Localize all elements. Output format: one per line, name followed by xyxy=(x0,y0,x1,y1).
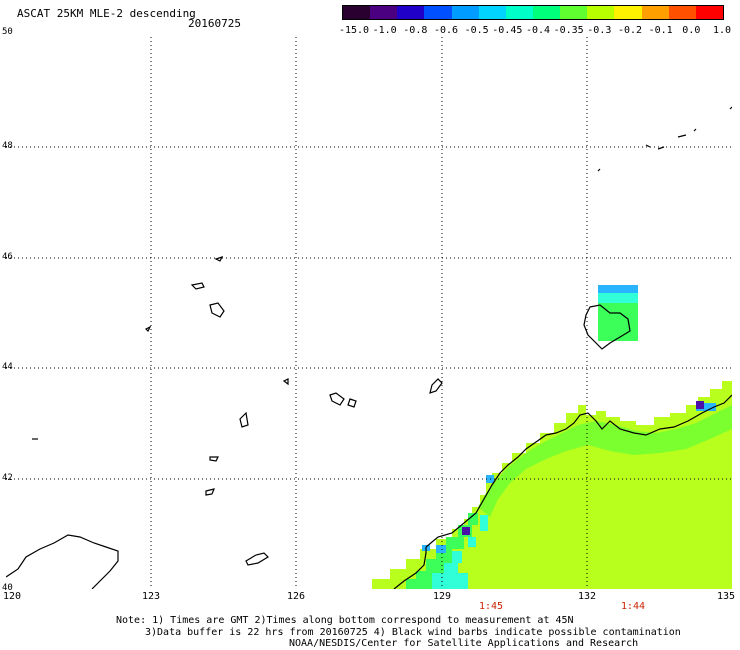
x-axis-label: 120 xyxy=(2,591,22,602)
time-label: 1:44 xyxy=(620,601,646,612)
y-axis-label: 50 xyxy=(2,27,13,37)
swath-cell-purple xyxy=(696,401,704,409)
swath-block-top xyxy=(598,285,638,293)
colorbar-swatch xyxy=(668,6,696,19)
swath-cell-purple xyxy=(462,527,470,535)
swath-cell-green xyxy=(406,579,446,589)
swath-cell-cyan xyxy=(432,573,444,589)
swath-band xyxy=(478,405,732,517)
colorbar-label: -0.35 xyxy=(553,25,584,36)
y-axis-label: 48 xyxy=(2,141,13,151)
swath-cell-blue xyxy=(436,545,446,553)
colorbar-label: -0.1 xyxy=(648,25,673,36)
y-axis-label: 44 xyxy=(2,362,13,372)
swath-cell-green xyxy=(436,549,452,559)
colorbar-swatch xyxy=(505,6,533,19)
swath-cell-green xyxy=(446,537,464,549)
y-axis-label: 40 xyxy=(2,583,13,593)
colorbar-swatch xyxy=(641,6,669,19)
island-16 xyxy=(693,128,697,132)
colorbar-label: -0.3 xyxy=(587,25,612,36)
hokkaido-coast xyxy=(583,304,631,350)
note-line-3: NOAA/NESDIS/Center for Satellite Applica… xyxy=(289,638,639,649)
colorbar-swatch xyxy=(614,6,642,19)
colorbar-label: -0.4 xyxy=(525,25,551,36)
colorbar-swatch xyxy=(424,6,452,19)
colorbar-swatch xyxy=(560,6,588,19)
colorbar-label: 1.0 xyxy=(712,25,732,36)
island-12 xyxy=(282,378,289,386)
x-axis-label: 135 xyxy=(716,591,736,602)
swath-cell-cyan xyxy=(444,563,458,589)
colorbar xyxy=(342,5,724,20)
note-line-1: Note: 1) Times are GMT 2)Times along bot… xyxy=(116,615,574,626)
colorbar-label: -0.2 xyxy=(617,25,643,36)
colorbar-label: -1.0 xyxy=(372,25,397,36)
note-line-2: 3)Data buffer is 22 hrs from 20160725 4)… xyxy=(145,627,681,638)
swath-cell-cyan xyxy=(480,515,488,523)
colorbar-label: -0.5 xyxy=(464,25,489,36)
colorbar-swatch xyxy=(397,6,425,19)
island-18 xyxy=(597,168,601,172)
mainland-coast-south xyxy=(393,547,427,589)
swath-cell-cyan xyxy=(468,537,476,547)
island-5 xyxy=(429,378,443,394)
x-axis-label: 123 xyxy=(141,591,161,602)
colorbar-swatch xyxy=(695,6,723,19)
y-axis-label: 42 xyxy=(2,473,13,483)
island-1 xyxy=(190,282,205,290)
x-axis-label: 126 xyxy=(286,591,306,602)
liaodong-coast xyxy=(6,534,119,589)
colorbar-label: -0.45 xyxy=(492,25,523,36)
colorbar-swatch xyxy=(478,6,506,19)
y-axis-label: 46 xyxy=(2,252,13,262)
time-label: 1:45 xyxy=(478,601,504,612)
data-swath xyxy=(372,285,732,589)
island-17 xyxy=(645,144,651,148)
colorbar-swatch xyxy=(587,6,615,19)
island-9 xyxy=(245,552,269,566)
swath-area xyxy=(372,381,732,589)
map-title: ASCAT 25KM MLE-2 descending xyxy=(17,7,196,20)
map-plot xyxy=(6,37,732,589)
swath-block-cyan xyxy=(598,293,638,303)
swath-cell-green xyxy=(468,513,478,525)
swath-cell-cyan xyxy=(452,551,462,563)
island-19 xyxy=(729,106,732,110)
island-14 xyxy=(657,146,665,150)
colorbar-label: -15.0 xyxy=(338,25,370,36)
coastlines xyxy=(6,106,732,589)
x-axis-label: 132 xyxy=(577,591,597,602)
island-11 xyxy=(144,325,152,333)
island-10 xyxy=(214,255,224,262)
colorbar-swatch xyxy=(370,6,398,19)
map-date: 20160725 xyxy=(188,17,241,30)
colorbar-label: -0.8 xyxy=(403,25,428,36)
swath-cell-cyan xyxy=(458,573,468,589)
island-3 xyxy=(329,392,345,406)
mainland-coast xyxy=(425,394,732,548)
colorbar-swatch xyxy=(343,6,371,19)
island-2 xyxy=(209,302,225,318)
colorbar-label: 0.0 xyxy=(682,25,701,36)
colorbar-swatch xyxy=(532,6,561,19)
colorbar-label: -0.6 xyxy=(433,25,459,36)
x-axis-label: 129 xyxy=(432,591,452,602)
colorbar-swatch xyxy=(451,6,479,19)
swath-cell-blue xyxy=(706,403,716,411)
island-15 xyxy=(677,134,687,138)
island-6 xyxy=(239,411,249,428)
island-7 xyxy=(209,456,219,462)
island-4 xyxy=(347,398,357,408)
swath-cell-cyan xyxy=(480,523,488,531)
island-8 xyxy=(205,488,215,496)
